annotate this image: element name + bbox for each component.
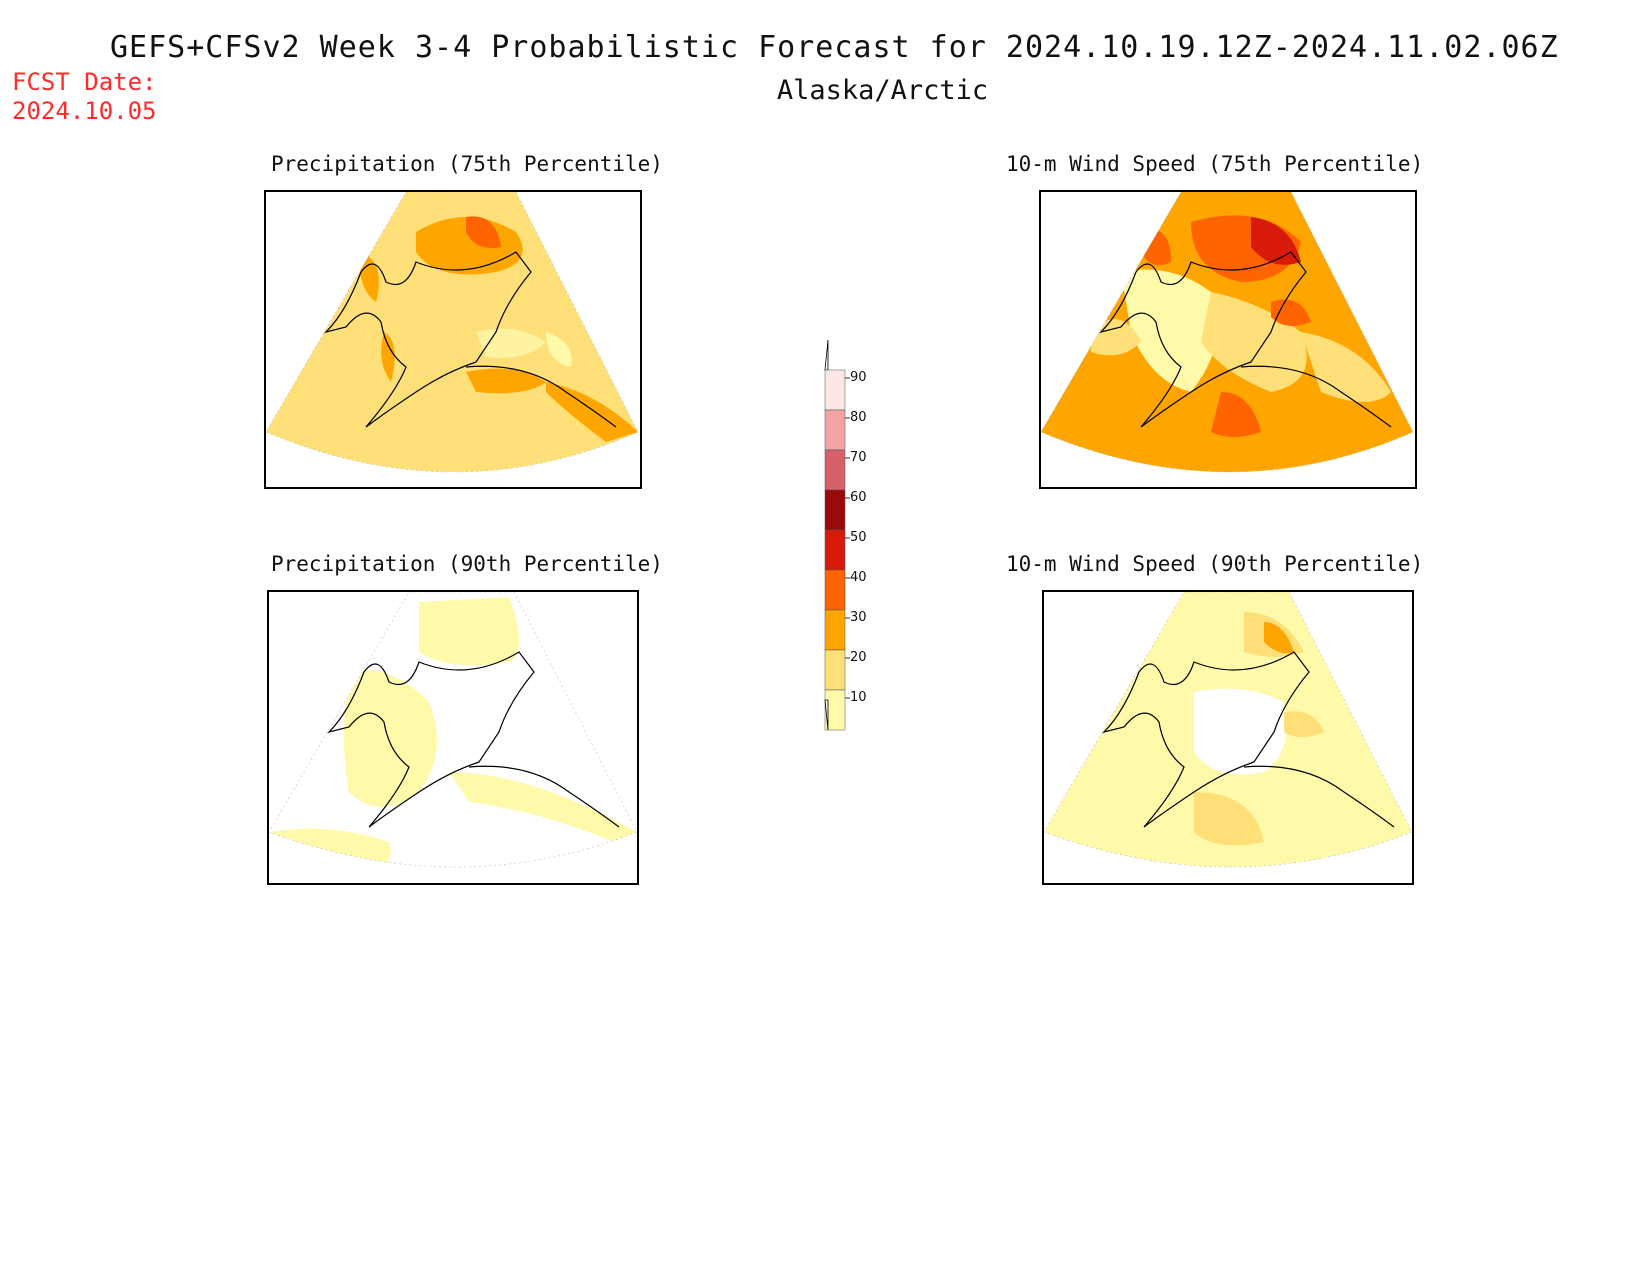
- colorbar-swatch: [824, 689, 846, 731]
- map-panel-wind-90: [1042, 590, 1414, 885]
- colorbar-label-20: 20: [850, 650, 867, 665]
- colorbar-label-40: 40: [850, 570, 867, 585]
- map-panel-precip-75: [264, 190, 642, 489]
- colorbar-label-80: 80: [850, 410, 867, 425]
- colorbar-label-90: 90: [850, 370, 867, 385]
- map-precip-90: [269, 592, 637, 868]
- colorbar-swatch: [824, 609, 846, 651]
- colorbar-label-60: 60: [850, 490, 867, 505]
- colorbar-label-30: 30: [850, 610, 867, 625]
- colorbar-label-10: 10: [850, 690, 867, 705]
- colorbar-label-50: 50: [850, 530, 867, 545]
- map-panel-precip-90: [267, 590, 639, 885]
- colorbar-swatch: [824, 369, 846, 411]
- panel-title-wind-90: 10-m Wind Speed (90th Percentile): [1006, 552, 1424, 576]
- colorbar-label-70: 70: [850, 450, 867, 465]
- forecast-date-label: FCST Date:: [12, 68, 157, 96]
- panel-title-wind-75: 10-m Wind Speed (75th Percentile): [1006, 152, 1424, 176]
- colorbar-swatch: [824, 489, 846, 531]
- panel-title-precip-75: Precipitation (75th Percentile): [271, 152, 663, 176]
- forecast-date-block: FCST Date: 2024.10.05: [12, 68, 157, 126]
- colorbar-swatch: [824, 529, 846, 571]
- figure-title: GEFS+CFSv2 Week 3-4 Probabilistic Foreca…: [110, 30, 1559, 65]
- panel-title-precip-90: Precipitation (90th Percentile): [271, 552, 663, 576]
- colorbar-swatch: [824, 649, 846, 691]
- map-wind-90: [1044, 592, 1412, 868]
- map-precip-75: [266, 192, 639, 473]
- colorbar-swatch: [824, 569, 846, 611]
- region-label: Alaska/Arctic: [776, 75, 989, 106]
- colorbar-swatch: [824, 409, 846, 451]
- map-panel-wind-75: [1039, 190, 1417, 489]
- map-wind-75: [1041, 192, 1414, 473]
- colorbar-swatch: [824, 449, 846, 491]
- colorbar: 90 80 70 60 50 40 30 20 10: [820, 330, 880, 740]
- colorbar-graphic: [824, 339, 850, 731]
- forecast-date-value: 2024.10.05: [12, 97, 157, 125]
